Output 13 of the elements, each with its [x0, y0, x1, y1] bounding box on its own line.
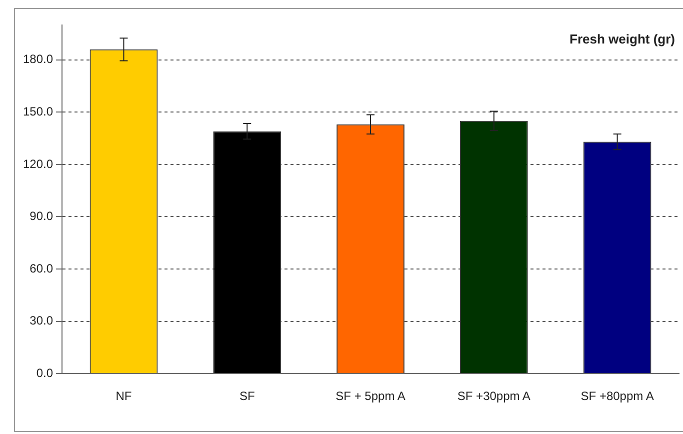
- x-tick-label: SF: [239, 389, 255, 404]
- y-tick-label: 90.0: [30, 209, 54, 224]
- text: Fresh weight (gr): [570, 32, 675, 47]
- y-tick-label: 60.0: [30, 261, 54, 276]
- x-tick-label: SF + 5ppm A: [336, 389, 406, 404]
- y-tick-label: 30.0: [30, 314, 54, 328]
- y-tick-label: 120.0: [23, 156, 54, 171]
- y-tick-label: 150.0: [23, 104, 54, 118]
- x-tick-label: SF +80ppm A: [580, 389, 654, 404]
- x-tick-label: NF: [116, 389, 132, 404]
- y-tick-label: 0.0: [36, 366, 54, 380]
- x-tick-label: SF +30ppm A: [457, 389, 530, 404]
- y-tick-label: 180.0: [23, 52, 54, 66]
